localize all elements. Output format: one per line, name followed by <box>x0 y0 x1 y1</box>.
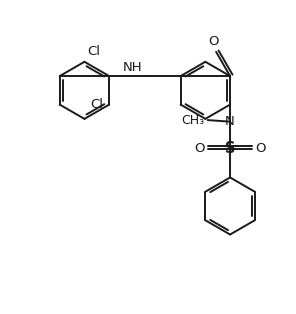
Text: O: O <box>255 143 266 155</box>
Text: O: O <box>194 143 205 155</box>
Text: S: S <box>225 141 235 156</box>
Text: O: O <box>208 35 219 48</box>
Text: Cl: Cl <box>87 45 100 58</box>
Text: NH: NH <box>123 61 142 73</box>
Text: CH₃: CH₃ <box>181 114 204 127</box>
Text: N: N <box>225 115 235 128</box>
Text: Cl: Cl <box>91 98 104 111</box>
